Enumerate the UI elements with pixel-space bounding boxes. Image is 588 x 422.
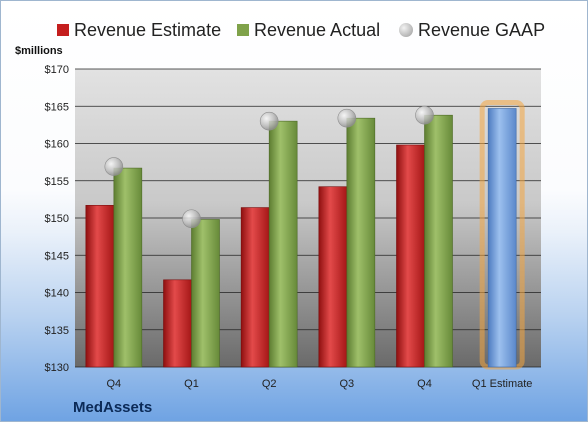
x-tick-label: Q2 bbox=[262, 378, 277, 390]
legend-item-actual: Revenue Actual bbox=[237, 17, 380, 43]
legend-label-gaap: Revenue GAAP bbox=[418, 19, 546, 40]
bar-actual bbox=[424, 114, 453, 368]
brand-name: MedAssets bbox=[73, 399, 153, 416]
bar-actual bbox=[191, 219, 220, 368]
bar-estimate bbox=[318, 186, 348, 368]
x-tick-label: Q1 Estimate bbox=[472, 378, 533, 390]
y-tick-label: $140 bbox=[45, 288, 69, 300]
gaap-marker bbox=[104, 157, 124, 176]
legend-swatch-actual bbox=[237, 24, 249, 36]
bar-estimate-forecast bbox=[487, 108, 517, 368]
y-tick-label: $155 bbox=[45, 176, 69, 188]
bar-actual bbox=[268, 120, 298, 368]
bars bbox=[85, 99, 525, 370]
x-axis-ticks: Q4 Q1 Q2 Q3 Q4 Q1 Estimate bbox=[106, 378, 532, 390]
legend-label-actual: Revenue Actual bbox=[254, 19, 381, 40]
legend-item-gaap: Revenue GAAP bbox=[399, 17, 545, 43]
y-tick-label: $160 bbox=[45, 139, 69, 151]
gaap-marker bbox=[415, 105, 434, 125]
y-tick-label: $135 bbox=[45, 325, 69, 337]
gridlines bbox=[75, 68, 541, 368]
bar-actual bbox=[113, 167, 143, 368]
legend: Revenue Estimate Revenue Actual Revenue … bbox=[1, 17, 587, 43]
y-axis-unit-label: $millions bbox=[15, 45, 63, 57]
bar-estimate bbox=[240, 207, 270, 368]
bar-estimate bbox=[85, 205, 115, 368]
x-tick-label: Q4 bbox=[106, 378, 121, 390]
bar-estimate bbox=[163, 279, 192, 368]
gaap-markers bbox=[104, 105, 434, 229]
bar-estimate bbox=[396, 144, 425, 368]
y-axis-ticks: $130 $135 $140 $145 $150 $155 $160 $165 $170 bbox=[45, 64, 69, 374]
gaap-marker bbox=[259, 111, 279, 131]
y-tick-label: $145 bbox=[45, 250, 69, 262]
x-tick-label: Q4 bbox=[417, 378, 432, 390]
legend-marker-gaap bbox=[399, 23, 413, 37]
bar-actual bbox=[346, 117, 376, 368]
y-tick-label: $165 bbox=[45, 101, 69, 113]
gaap-marker bbox=[182, 209, 201, 229]
legend-label-estimate: Revenue Estimate bbox=[74, 19, 222, 40]
gaap-marker bbox=[337, 108, 357, 128]
y-tick-label: $130 bbox=[45, 362, 69, 374]
x-tick-label: Q1 bbox=[184, 378, 199, 390]
legend-swatch-estimate bbox=[57, 24, 69, 36]
legend-item-estimate: Revenue Estimate bbox=[57, 17, 221, 43]
x-tick-label: Q3 bbox=[339, 378, 354, 390]
y-tick-label: $170 bbox=[45, 64, 69, 76]
y-tick-label: $150 bbox=[45, 213, 69, 225]
